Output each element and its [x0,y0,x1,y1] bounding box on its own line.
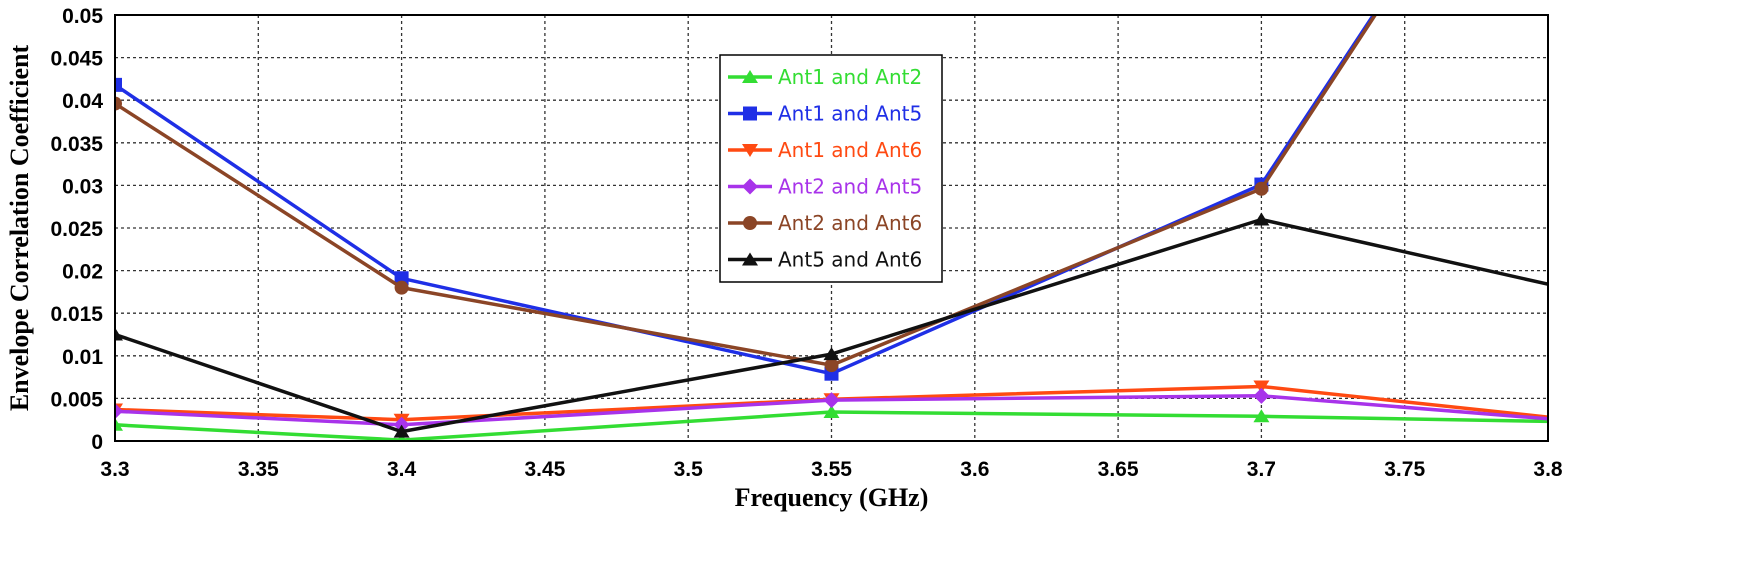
data-point-marker [115,403,123,420]
data-point-marker [824,358,839,373]
y-tick-label: 0.045 [50,48,103,71]
series-6 [115,212,1548,438]
plot-frame [114,14,1549,442]
data-point-marker [1253,380,1270,394]
x-axis-title: Frequency (GHz) [735,483,929,512]
data-point-marker [823,347,840,361]
y-tick-label: 0 [91,431,103,454]
series-5 [115,15,1378,373]
legend-label: Ant5 and Ant6 [778,248,922,272]
data-point-marker [1253,387,1270,404]
x-tick-label: 3.8 [1533,458,1563,481]
y-tick-label: 0.035 [50,133,103,156]
tick-layer: 3.3 3.35 3.4 3.45 3.5 3.55 3.6 3.65 3.7 3.75 3.8 0 0… [50,5,1562,481]
y-tick-label: 0.005 [50,388,103,411]
y-axis-title: Envelope Correlation Coefficient [5,44,34,411]
legend-label: Ant1 and Ant5 [778,102,922,126]
data-point-marker [823,392,840,409]
x-tick-label: 3.6 [960,458,989,481]
data-point-marker [393,424,410,438]
legend-box [719,54,943,283]
legend-marker [742,178,758,195]
y-tick-label: 0.02 [62,261,103,284]
data-point-marker [1253,212,1270,226]
legend-label: Ant2 and Ant5 [778,175,922,199]
x-tick-label: 3.5 [674,458,704,481]
data-point-marker [115,96,122,111]
data-point-marker [1253,409,1270,423]
series-layer [115,15,1548,441]
y-tick-label: 0.04 [62,90,103,113]
y-tick-label: 0.05 [62,5,103,28]
legend-item: Ant2 and Ant6 [728,211,922,235]
legend-item: Ant2 and Ant5 [728,175,922,199]
y-tick-label: 0.025 [50,218,103,241]
legend-marker [742,70,758,83]
y-tick-label: 0.03 [62,175,103,198]
legend-marker [742,252,758,266]
legend-item: Ant5 and Ant6 [728,248,922,272]
data-point-marker [1254,181,1269,196]
x-tick-label: 3.75 [1384,458,1425,481]
x-tick-label: 3.65 [1098,458,1139,481]
legend-item: Ant1 and Ant5 [728,102,922,126]
legend-label: Ant1 and Ant2 [778,65,922,89]
y-tick-label: 0.015 [50,303,103,326]
legend-item: Ant1 and Ant2 [728,65,922,89]
x-tick-label: 3.4 [387,458,417,481]
data-point-marker [115,417,123,431]
x-tick-label: 3.55 [811,458,852,481]
legend-marker [742,144,758,157]
x-tick-label: 3.7 [1247,458,1276,481]
x-tick-label: 3.45 [524,458,565,481]
y-tick-label: 0.01 [62,346,103,369]
data-point-marker [115,327,123,341]
legend-marker [743,216,757,230]
legend-item: Ant1 and Ant6 [728,138,922,162]
legend: Ant1 and Ant2 Ant1 and Ant5 Ant1 and Ant6 A… [719,54,943,283]
x-tick-label: 3.3 [100,458,129,481]
legend-label: Ant2 and Ant6 [778,211,922,235]
data-point-marker [394,280,409,295]
data-point-marker [115,77,122,92]
x-tick-label: 3.35 [238,458,279,481]
data-point-marker [823,405,840,419]
legend-marker [743,106,757,121]
legend-label: Ant1 and Ant6 [778,138,922,162]
